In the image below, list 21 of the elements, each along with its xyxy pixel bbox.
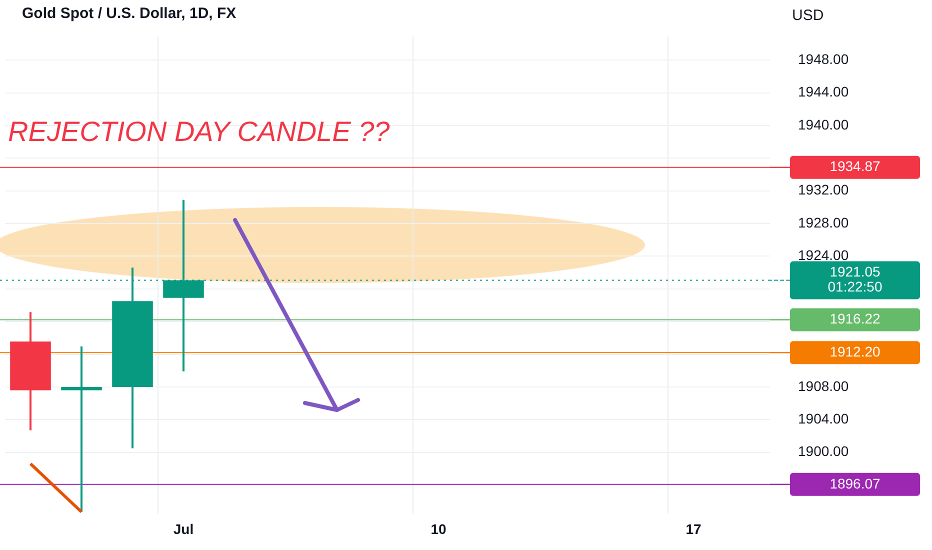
y-tick-label: 1928.00: [798, 214, 849, 230]
ref-line-label: 1934.87: [830, 158, 881, 174]
y-tick-label: 1940.00: [798, 116, 849, 132]
y-tick-label: 1948.00: [798, 50, 849, 67]
candlestick: [61, 345, 102, 513]
x-tick-label: 17: [686, 520, 702, 537]
ref-line-label: 1916.22: [830, 310, 881, 327]
y-tick-label: 1924.00: [798, 247, 849, 264]
annotation: REJECTION DAY CANDLE ??: [8, 116, 390, 147]
x-tick-label: Jul: [173, 520, 194, 537]
y-tick-label: 1932.00: [798, 182, 849, 198]
ref-line-label: 1896.07: [830, 475, 881, 492]
ref-line-label: 1921.05 01:22:50: [828, 264, 882, 295]
chart-title: Gold Spot / U.S. Dollar, 1D, FX: [22, 5, 236, 22]
ref-line-label: 1912.20: [830, 343, 881, 360]
y-tick-label: 1900.00: [798, 443, 849, 460]
y-tick-label: 1944.00: [798, 84, 849, 100]
y-tick-label: 1908.00: [798, 378, 849, 394]
x-tick-label: 10: [430, 520, 446, 537]
y-tick-label: 1904.00: [798, 410, 849, 426]
y-axis-title: USD: [792, 7, 824, 24]
